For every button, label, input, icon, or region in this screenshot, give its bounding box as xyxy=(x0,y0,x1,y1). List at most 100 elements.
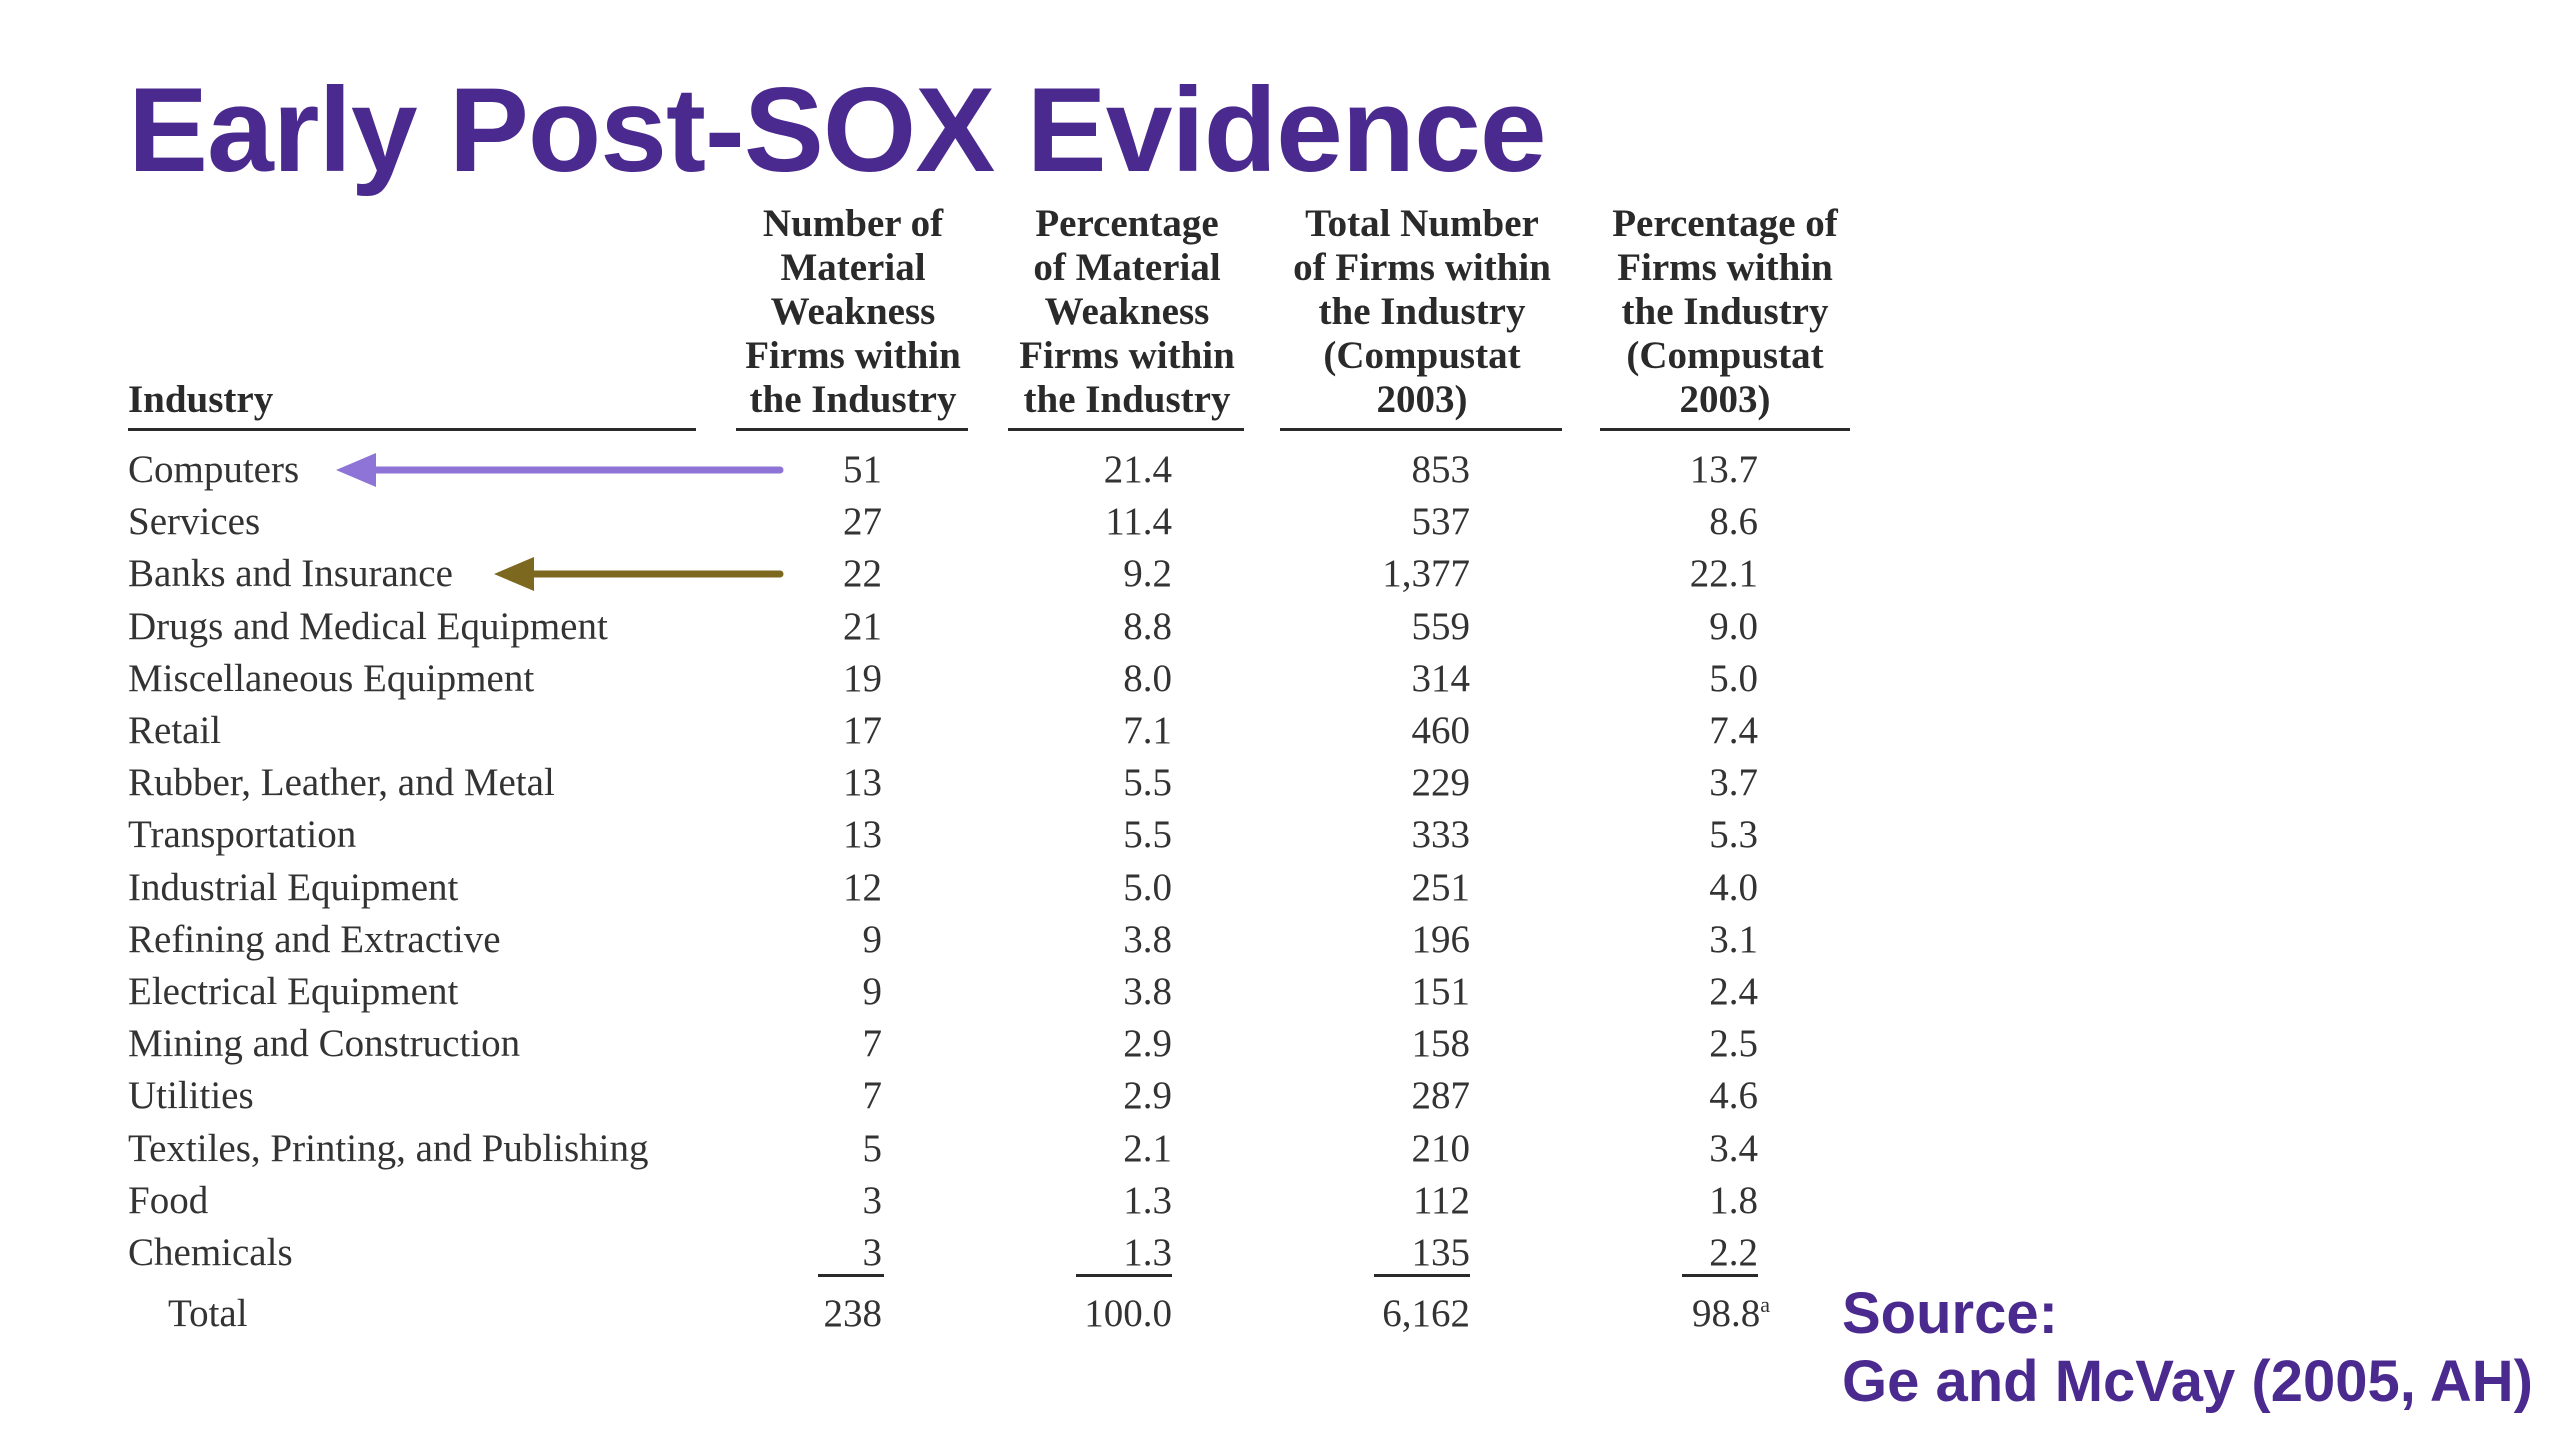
row-industry-name: Utilities xyxy=(128,1074,254,1117)
row-total-firms-value: 314 xyxy=(1411,657,1471,700)
row-mw-percentage-value: 21.4 xyxy=(1103,448,1172,491)
row-mw-percentage-value: 9.2 xyxy=(1123,552,1172,595)
row-mw-count-value: 9 xyxy=(862,918,883,961)
row-total-firms-value: 251 xyxy=(1411,866,1471,909)
banks-arrow xyxy=(494,557,784,591)
row-mw-count-value: 7 xyxy=(862,1074,883,1117)
row-total-firms-value: 333 xyxy=(1411,813,1471,856)
row-mw-percentage-value: 5.5 xyxy=(1123,761,1172,804)
total-rule-mw-percentage xyxy=(1076,1274,1172,1277)
row-total-firms-value: 229 xyxy=(1411,761,1471,804)
row-industry-name: Refining and Extractive xyxy=(128,918,501,961)
row-mw-count-value: 3 xyxy=(862,1179,883,1222)
row-firms-percentage-value: 9.0 xyxy=(1709,605,1758,648)
computers-arrow xyxy=(336,453,784,487)
row-total-firms-value: 158 xyxy=(1411,1022,1471,1065)
row-firms-percentage-value: 22.1 xyxy=(1689,552,1758,595)
total-mw-count: 238 xyxy=(823,1292,883,1335)
row-firms-percentage-value: 2.2 xyxy=(1709,1231,1758,1274)
row-firms-percentage-value: 4.6 xyxy=(1709,1074,1758,1117)
row-mw-percentage-value: 8.0 xyxy=(1123,657,1172,700)
row-industry-name: Textiles, Printing, and Publishing xyxy=(128,1127,649,1170)
row-total-firms-value: 853 xyxy=(1411,448,1471,491)
total-rule-total-firms xyxy=(1374,1274,1470,1277)
row-industry-name: Banks and Insurance xyxy=(128,552,453,595)
row-industry-name: Drugs and Medical Equipment xyxy=(128,605,608,648)
row-total-firms-value: 112 xyxy=(1412,1179,1470,1222)
header-rule-industry xyxy=(128,428,696,431)
row-industry-name: Transportation xyxy=(128,813,357,856)
row-firms-percentage-value: 1.8 xyxy=(1709,1179,1758,1222)
row-mw-count-value: 13 xyxy=(843,813,882,856)
row-total-firms-value: 196 xyxy=(1411,918,1471,961)
header-rule-mw-count xyxy=(736,428,968,431)
row-mw-percentage-value: 5.0 xyxy=(1123,866,1172,909)
row-industry-name: Chemicals xyxy=(128,1231,293,1274)
header-rule-mw-percentage xyxy=(1008,428,1244,431)
total-label: Total xyxy=(168,1292,248,1335)
row-mw-percentage-value: 5.5 xyxy=(1123,813,1172,856)
row-mw-percentage-value: 11.4 xyxy=(1105,500,1172,543)
source-citation: Source: Ge and McVay (2005, AH) xyxy=(1842,1280,2533,1416)
row-industry-name: Mining and Construction xyxy=(128,1022,521,1065)
row-industry-name: Computers xyxy=(128,448,300,491)
row-mw-count-value: 7 xyxy=(862,1022,883,1065)
row-total-firms-value: 1,377 xyxy=(1382,552,1470,595)
row-industry-name: Retail xyxy=(128,709,222,752)
total-footnote-marker: a xyxy=(1760,1292,1770,1317)
row-mw-count-value: 12 xyxy=(843,866,882,909)
row-mw-count-value: 21 xyxy=(843,605,882,648)
row-mw-count-value: 5 xyxy=(862,1127,883,1170)
header-industry: Industry xyxy=(128,378,274,421)
row-industry-name: Miscellaneous Equipment xyxy=(128,657,535,700)
row-mw-percentage-value: 3.8 xyxy=(1123,918,1172,961)
total-total-firms: 6,162 xyxy=(1382,1292,1470,1335)
row-firms-percentage-value: 7.4 xyxy=(1709,709,1758,752)
header-firms-percentage: Percentage of Firms within the Industry … xyxy=(1612,202,1838,421)
total-rule-firms-percentage xyxy=(1682,1274,1758,1277)
row-mw-count-value: 51 xyxy=(843,448,882,491)
total-rule-mw-count xyxy=(818,1274,884,1277)
total-firms-percentage-value: 98.8 xyxy=(1691,1292,1761,1335)
row-firms-percentage-value: 2.4 xyxy=(1709,970,1758,1013)
row-total-firms-value: 287 xyxy=(1411,1074,1471,1117)
row-mw-percentage-value: 2.9 xyxy=(1123,1074,1172,1117)
row-mw-percentage-value: 2.1 xyxy=(1123,1127,1172,1170)
row-mw-percentage-value: 1.3 xyxy=(1123,1179,1172,1222)
total-firms-percentage: 98.8a xyxy=(0,1292,1770,1336)
slide-title: Early Post-SOX Evidence xyxy=(128,63,1547,197)
row-mw-percentage-value: 8.8 xyxy=(1123,605,1172,648)
row-industry-name: Services xyxy=(128,500,261,543)
row-firms-percentage-value: 3.7 xyxy=(1709,761,1758,804)
row-industry-name: Food xyxy=(128,1179,209,1222)
header-total-firms: Total Number of Firms within the Industr… xyxy=(1293,202,1551,421)
row-firms-percentage-value: 13.7 xyxy=(1689,448,1758,491)
row-total-firms-value: 210 xyxy=(1411,1127,1471,1170)
row-mw-count-value: 19 xyxy=(843,657,882,700)
row-mw-percentage-value: 2.9 xyxy=(1123,1022,1172,1065)
row-total-firms-value: 135 xyxy=(1411,1231,1471,1274)
row-mw-count-value: 27 xyxy=(843,500,882,543)
row-firms-percentage-value: 3.1 xyxy=(1709,918,1758,961)
row-firms-percentage-value: 3.4 xyxy=(1709,1127,1758,1170)
row-total-firms-value: 559 xyxy=(1411,605,1471,648)
row-mw-count-value: 17 xyxy=(843,709,882,752)
source-label: Source: xyxy=(1842,1281,2058,1346)
row-industry-name: Industrial Equipment xyxy=(128,866,459,909)
row-mw-percentage-value: 1.3 xyxy=(1123,1231,1172,1274)
row-mw-count-value: 3 xyxy=(862,1231,883,1274)
row-firms-percentage-value: 8.6 xyxy=(1709,500,1758,543)
row-mw-count-value: 13 xyxy=(843,761,882,804)
row-mw-percentage-value: 7.1 xyxy=(1123,709,1172,752)
row-industry-name: Rubber, Leather, and Metal xyxy=(128,761,555,804)
row-total-firms-value: 537 xyxy=(1411,500,1471,543)
total-mw-percentage: 100.0 xyxy=(1084,1292,1172,1335)
header-rule-firms-percentage xyxy=(1600,428,1850,431)
row-total-firms-value: 460 xyxy=(1411,709,1471,752)
row-mw-count-value: 9 xyxy=(862,970,883,1013)
row-mw-count-value: 22 xyxy=(843,552,882,595)
header-mw-percentage: Percentage of Material Weakness Firms wi… xyxy=(1019,202,1235,421)
row-total-firms-value: 151 xyxy=(1411,970,1471,1013)
